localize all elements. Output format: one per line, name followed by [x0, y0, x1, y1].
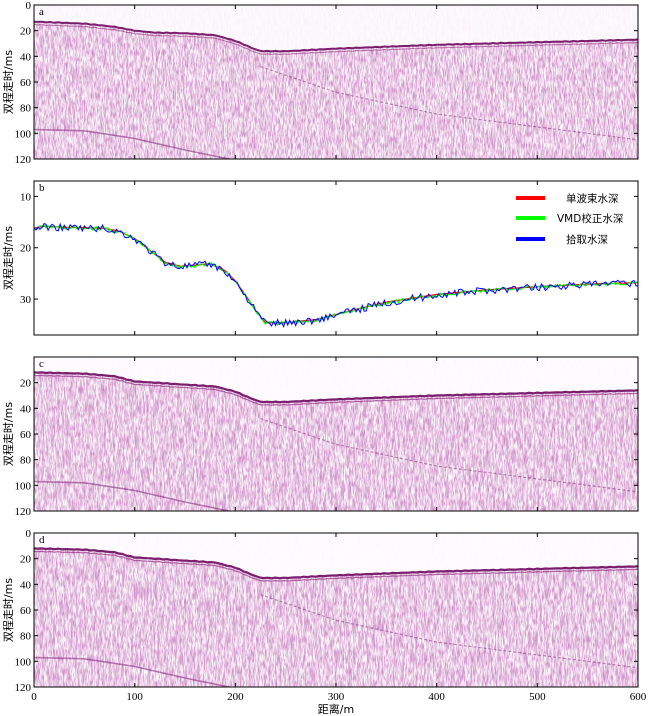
- panel-c-dipping-reflector: [260, 418, 638, 493]
- x-tick-label: 500: [529, 691, 546, 703]
- panel-a-y-axis-label: 双程走时/ms: [2, 50, 15, 114]
- panel-c-y-axis-label: 双程走时/ms: [2, 402, 15, 466]
- panel-d-label: d: [39, 534, 45, 546]
- panel-d-y-axis: 0 20 40 60 80 100 120: [15, 528, 638, 694]
- y-tick-label: 0: [26, 528, 32, 540]
- series-line-picked: [34, 222, 638, 329]
- y-tick-label: 80: [20, 631, 32, 643]
- panel-b-x-axis: [33, 181, 639, 335]
- y-tick-label: 20: [20, 26, 32, 38]
- panel-b-legend: 单波束水深 VMD校正水深 拾取水深: [516, 192, 623, 246]
- panel-a-seismic-image: [34, 5, 638, 159]
- panel-d-x-axis: 0 100 200 300 400 500 600: [31, 533, 647, 703]
- legend-vmd-label: VMD校正水深: [557, 212, 623, 225]
- y-tick-label: 40: [20, 403, 32, 415]
- y-tick-label: 20: [20, 243, 32, 255]
- y-tick-label: 120: [15, 682, 32, 694]
- y-tick-label: 100: [15, 128, 32, 140]
- panel-c: c 20 40 60 80 100 120 双程走时/ms: [2, 356, 639, 518]
- panel-d-seafloor-multiple: [34, 550, 638, 582]
- panel-d: d 0 20 40 60 80 100 120 0 100 200 300 400 500 600 双程…: [2, 528, 647, 716]
- y-tick-label: 120: [15, 506, 32, 518]
- panel-d-dipping-reflector: [260, 594, 638, 669]
- x-tick-label: 0: [31, 691, 37, 703]
- y-tick-label: 60: [20, 605, 32, 617]
- panel-a-water-column: [34, 5, 638, 51]
- x-tick-label: 600: [630, 691, 647, 703]
- legend-picked-label: 拾取水深: [566, 233, 608, 246]
- y-tick-label: 30: [20, 294, 32, 306]
- x-tick-label: 100: [126, 691, 143, 703]
- y-tick-label: 20: [20, 378, 32, 390]
- panel-d-seismic-image: [34, 533, 638, 687]
- panel-a-y-axis: 0 20 40 60 80 100 120: [15, 0, 638, 166]
- panel-a-label: a: [39, 6, 44, 18]
- y-tick-label: 60: [20, 77, 32, 89]
- panel-a-multiple-reflector: [34, 128, 233, 159]
- y-tick-label: 120: [15, 154, 32, 166]
- panel-b-y-axis: 10 20 30: [20, 191, 638, 306]
- panel-b-label: b: [39, 182, 45, 194]
- panel-d-seafloor-reflector: [34, 547, 638, 580]
- panel-d-y-axis-label: 双程走时/ms: [2, 578, 15, 642]
- y-tick-label: 100: [15, 480, 32, 492]
- panel-c-multiple-reflector: [34, 480, 233, 511]
- panel-a-seafloor-reflector: [34, 20, 638, 53]
- y-tick-label: 10: [20, 191, 32, 203]
- panel-b-background: [34, 181, 638, 335]
- x-tick-label: 200: [227, 691, 244, 703]
- panel-c-x-axis: [33, 357, 639, 511]
- panel-c-y-axis: 20 40 60 80 100 120: [15, 378, 638, 518]
- x-tick-label: 300: [328, 691, 345, 703]
- panel-c-label: c: [39, 358, 44, 370]
- legend-single-beam-label: 单波束水深: [566, 192, 619, 205]
- panel-a-dipping-reflector: [260, 66, 638, 141]
- panel-a: a 0 20 40 60 80 100 120 双程走时/ms: [2, 0, 639, 166]
- panel-a-x-axis: [33, 5, 639, 159]
- panel-d-multiple-reflector: [34, 656, 233, 687]
- y-tick-label: 60: [20, 429, 32, 441]
- panel-c-seafloor-multiple: [34, 374, 638, 406]
- y-tick-label: 40: [20, 579, 32, 591]
- x-axis-label: 距离/m: [318, 702, 354, 716]
- panel-c-seismic-image: [34, 357, 638, 511]
- panel-b-plot-area: [34, 222, 638, 329]
- panel-c-water-column: [34, 357, 638, 402]
- y-tick-label: 80: [20, 455, 32, 467]
- y-tick-label: 80: [20, 103, 32, 115]
- y-tick-label: 20: [20, 554, 32, 566]
- panel-a-seafloor-multiple: [34, 24, 638, 56]
- panel-b: b 10 20 30 双程走时/ms 单波束水深 VMD校正水深 拾取水深: [2, 180, 639, 336]
- panel-c-seafloor-reflector: [34, 371, 638, 404]
- x-tick-label: 400: [428, 691, 445, 703]
- y-tick-label: 40: [20, 51, 32, 63]
- panel-d-water-column: [34, 533, 638, 578]
- y-tick-label: 0: [26, 0, 32, 12]
- y-tick-label: 100: [15, 656, 32, 668]
- panel-b-y-axis-label: 双程走时/ms: [2, 226, 15, 290]
